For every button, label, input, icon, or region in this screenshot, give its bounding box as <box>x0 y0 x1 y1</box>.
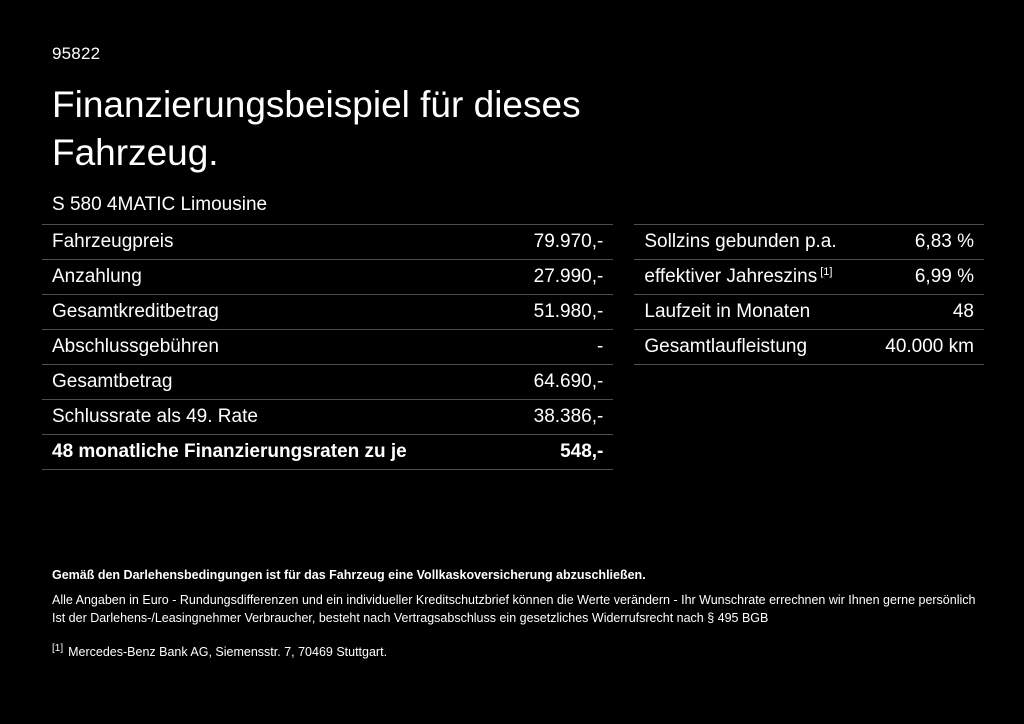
footnote: [1] Mercedes-Benz Bank AG, Siemensstr. 7,… <box>52 640 984 661</box>
row-label: effektiver Jahreszins [1] <box>644 265 832 289</box>
row-label: Abschlussgebühren <box>52 336 219 357</box>
page-title: Finanzierungsbeispiel für dieses Fahrzeu… <box>52 84 581 173</box>
table-row: Gesamtbetrag 64.690,- <box>42 364 614 399</box>
disclaimer-line-1: Alle Angaben in Euro - Rundungsdifferenz… <box>52 593 976 607</box>
row-value: 51.980,- <box>533 301 604 322</box>
legal-footer: Gemäß den Darlehensbedingungen ist für d… <box>52 566 984 661</box>
table-row: Fahrzeugpreis 79.970,- <box>42 224 614 259</box>
footnote-text: Mercedes-Benz Bank AG, Siemensstr. 7, 70… <box>68 645 388 660</box>
row-value: 548,- <box>560 441 604 462</box>
disclaimer-line-2: Ist der Darlehens-/Leasingnehmer Verbrau… <box>52 611 769 625</box>
row-value: 6,99 % <box>914 266 974 287</box>
offer-number: 95822 <box>52 44 101 63</box>
table-row: Anzahlung 27.990,- <box>42 259 614 294</box>
row-label: Schlussrate als 49. Rate <box>52 406 258 427</box>
finance-conditions-table: Sollzins gebunden p.a. 6,83 % effektiver… <box>634 224 984 365</box>
row-label: 48 monatliche Finanzierungsraten zu je <box>52 441 407 462</box>
vehicle-model-name: S 580 4MATIC Limousine <box>52 194 268 215</box>
table-row-monthly-rate: 48 monatliche Finanzierungsraten zu je 5… <box>42 434 614 470</box>
row-value: 48 <box>952 301 974 322</box>
table-row: effektiver Jahreszins [1] 6,99 % <box>634 259 984 294</box>
row-label: Sollzins gebunden p.a. <box>644 231 837 252</box>
row-label: Gesamtbetrag <box>52 371 173 392</box>
row-label: Fahrzeugpreis <box>52 231 174 252</box>
table-row: Gesamtkreditbetrag 51.980,- <box>42 294 614 329</box>
finance-amounts-table: Fahrzeugpreis 79.970,- Anzahlung 27.990,… <box>42 224 614 470</box>
row-value: 79.970,- <box>533 231 604 252</box>
insurance-note: Gemäß den Darlehensbedingungen ist für d… <box>52 568 646 582</box>
row-value: 6,83 % <box>914 231 974 252</box>
footnote-marker: [1] <box>52 643 64 654</box>
row-label-text: effektiver Jahreszins <box>644 266 818 287</box>
row-label: Anzahlung <box>52 266 142 287</box>
row-value: 27.990,- <box>533 266 604 287</box>
row-label: Gesamtkreditbetrag <box>52 301 219 322</box>
table-row: Schlussrate als 49. Rate 38.386,- <box>42 399 614 434</box>
finance-tables: Fahrzeugpreis 79.970,- Anzahlung 27.990,… <box>42 224 984 470</box>
row-value: 38.386,- <box>533 406 604 427</box>
footnote-reference: [1] <box>820 265 833 278</box>
row-label: Gesamtlaufleistung <box>644 336 808 357</box>
table-row: Sollzins gebunden p.a. 6,83 % <box>634 224 984 259</box>
row-label: Laufzeit in Monaten <box>644 301 811 322</box>
table-row: Laufzeit in Monaten 48 <box>634 294 984 329</box>
row-value: 64.690,- <box>533 371 604 392</box>
table-row: Abschlussgebühren - <box>42 329 614 364</box>
table-row: Gesamtlaufleistung 40.000 km <box>634 329 984 365</box>
row-value: - <box>597 336 604 357</box>
row-value: 40.000 km <box>885 336 974 357</box>
